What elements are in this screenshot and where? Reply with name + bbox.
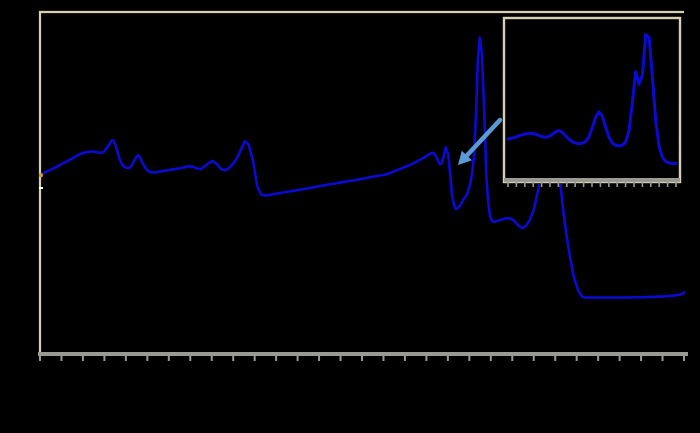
inset-x-axis-bar [504, 178, 680, 182]
inset-panel-background [502, 16, 682, 184]
inset-pointer-arrow-shaft [464, 117, 503, 158]
x-axis-bar [38, 352, 688, 356]
trace-start-marker [39, 173, 43, 178]
inset-pointer-arrow-head [458, 150, 472, 165]
inset-spectrum-trace [506, 32, 678, 165]
main-axes-frame [38, 10, 684, 352]
